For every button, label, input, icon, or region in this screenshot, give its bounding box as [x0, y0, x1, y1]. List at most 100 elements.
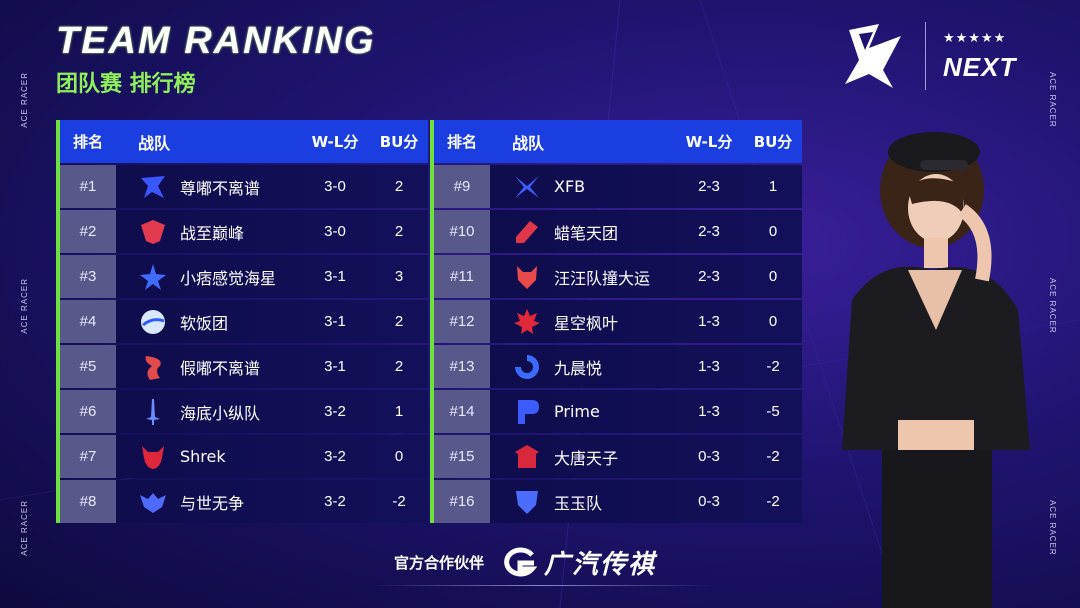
team-name: 大唐天子	[554, 448, 619, 468]
team-name: 与世无争	[180, 493, 245, 513]
sponsor-label: 官方合作伙伴	[394, 553, 485, 572]
crayon-icon	[516, 220, 538, 243]
devil-icon	[142, 445, 164, 469]
side-text-left-1: ACE RACER	[20, 72, 29, 128]
rank-cell: #7	[60, 435, 116, 478]
team-cell: 软饭团	[116, 307, 300, 337]
maple-leaf-icon	[514, 308, 540, 334]
table-row: #10 蜡笔天团 2-3 0	[434, 210, 802, 253]
wolf-icon	[517, 265, 537, 289]
blue-hawk-icon	[141, 175, 165, 198]
team-cell: 与世无争	[116, 487, 300, 517]
team-cell: 星空枫叶	[490, 307, 674, 337]
rank-cell: #2	[60, 210, 116, 253]
side-text-right-3: ACE RACER	[1048, 500, 1057, 556]
rank-cell: #12	[434, 300, 490, 343]
bu-cell: -2	[392, 493, 406, 510]
team-name: 玉玉队	[554, 493, 603, 513]
rank-cell: #6	[60, 390, 116, 433]
table-row: #14 Prime 1-3 -5	[434, 390, 802, 433]
wl-cell: 3-1	[324, 268, 346, 285]
team-name: 尊嘟不离谱	[180, 178, 261, 198]
team-cell: 九晨悦	[490, 352, 674, 382]
dragon-icon	[145, 355, 161, 380]
team-cell: XFB	[490, 172, 674, 202]
bu-cell: 2	[394, 178, 404, 195]
side-text-left-2: ACE RACER	[20, 278, 29, 334]
wl-cell: 3-2	[324, 448, 346, 465]
shield-v-icon	[516, 490, 538, 514]
header-logos: ★★★★★ NEXT	[839, 20, 1034, 92]
wl-cell: 3-1	[324, 313, 346, 330]
wl-cell: 2-3	[698, 178, 720, 195]
bu-cell: 2	[394, 223, 404, 240]
rank-cell: #8	[60, 480, 116, 523]
side-text-right-2: ACE RACER	[1048, 278, 1057, 334]
team-cell: 海底小纵队	[116, 397, 300, 427]
bu-cell: -5	[766, 403, 780, 420]
rank-cell: #3	[60, 255, 116, 298]
next-stars-icon: ★★★★★	[943, 30, 1007, 45]
header-bu: BU分	[753, 133, 793, 151]
wl-cell: 3-2	[324, 403, 346, 420]
header-rank: 排名	[72, 133, 103, 151]
p-letter-icon	[518, 399, 539, 424]
gac-g-icon	[504, 547, 538, 577]
table-row: #2 战至巅峰 3-0 2	[60, 210, 428, 253]
palace-icon	[515, 444, 539, 468]
bu-cell: 0	[768, 313, 778, 330]
team-name: Shrek	[180, 447, 226, 466]
team-cell: 蜡笔天团	[490, 217, 674, 247]
table-row: #15 大唐天子 0-3 -2	[434, 435, 802, 478]
page-title: TEAM RANKING	[56, 20, 376, 62]
rank-cell: #16	[434, 480, 490, 523]
team-name: Prime	[554, 402, 600, 421]
team-name: 九晨悦	[554, 358, 603, 378]
team-cell: 假嘟不离谱	[116, 352, 300, 382]
logo-divider	[925, 22, 926, 90]
bu-cell: 1	[394, 403, 404, 420]
header-bu: BU分	[379, 133, 419, 151]
wl-cell: 3-0	[324, 178, 346, 195]
header-wl: W-L分	[685, 133, 733, 151]
team-name: 战至巅峰	[180, 223, 245, 243]
ranking-table-right: 排名 战队 W-L分 BU分 #9 XFB 2-3 1 #10 蜡笔天团 2-3 0 #11 汪汪…	[430, 120, 802, 523]
rank-cell: #1	[60, 165, 116, 208]
table-row: #5 假嘟不离谱 3-1 2	[60, 345, 428, 388]
wl-cell: 3-0	[324, 223, 346, 240]
rank-cell: #11	[434, 255, 490, 298]
bu-cell: 3	[394, 268, 404, 285]
table-row: #9 XFB 2-3 1	[434, 165, 802, 208]
sponsor-name: 广汽传祺	[544, 549, 657, 580]
rank-cell: #5	[60, 345, 116, 388]
ranking-table-left: 排名 战队 W-L分 BU分 #1 尊嘟不离谱 3-0 2 #2 战至巅峰 3-0 2 #3 小痞…	[56, 120, 428, 523]
team-name: XFB	[554, 177, 586, 196]
team-cell: Prime	[490, 397, 674, 427]
swirl-icon	[515, 354, 539, 379]
rank-cell: #9	[434, 165, 490, 208]
team-name: 蜡笔天团	[554, 223, 619, 243]
bu-cell: 2	[394, 313, 404, 330]
team-cell: 尊嘟不离谱	[116, 172, 300, 202]
header-team: 战队	[512, 133, 545, 153]
wl-cell: 1-3	[698, 313, 720, 330]
table-row: #6 海底小纵队 3-2 1	[60, 390, 428, 433]
bu-cell: 0	[394, 448, 404, 465]
sponsor-underline	[372, 585, 712, 586]
table-row: #11 汪汪队撞大运 2-3 0	[434, 255, 802, 298]
next-logo: NEXT	[943, 52, 1017, 82]
header-wl: W-L分	[311, 133, 359, 151]
table-header: 排名 战队 W-L分 BU分	[434, 120, 802, 163]
wl-cell: 3-2	[324, 493, 346, 510]
rank-cell: #4	[60, 300, 116, 343]
bat-icon	[140, 492, 166, 513]
team-name: 小痞感觉海星	[180, 268, 277, 288]
table-row: #8 与世无争 3-2 -2	[60, 480, 428, 523]
side-text-left-3: ACE RACER	[20, 500, 29, 556]
table-row: #3 小痞感觉海星 3-1 3	[60, 255, 428, 298]
x-wing-icon	[515, 175, 539, 198]
table-row: #13 九晨悦 1-3 -2	[434, 345, 802, 388]
ball-icon	[141, 309, 165, 334]
bu-cell: 2	[394, 358, 404, 375]
team-name: 海底小纵队	[180, 403, 261, 423]
